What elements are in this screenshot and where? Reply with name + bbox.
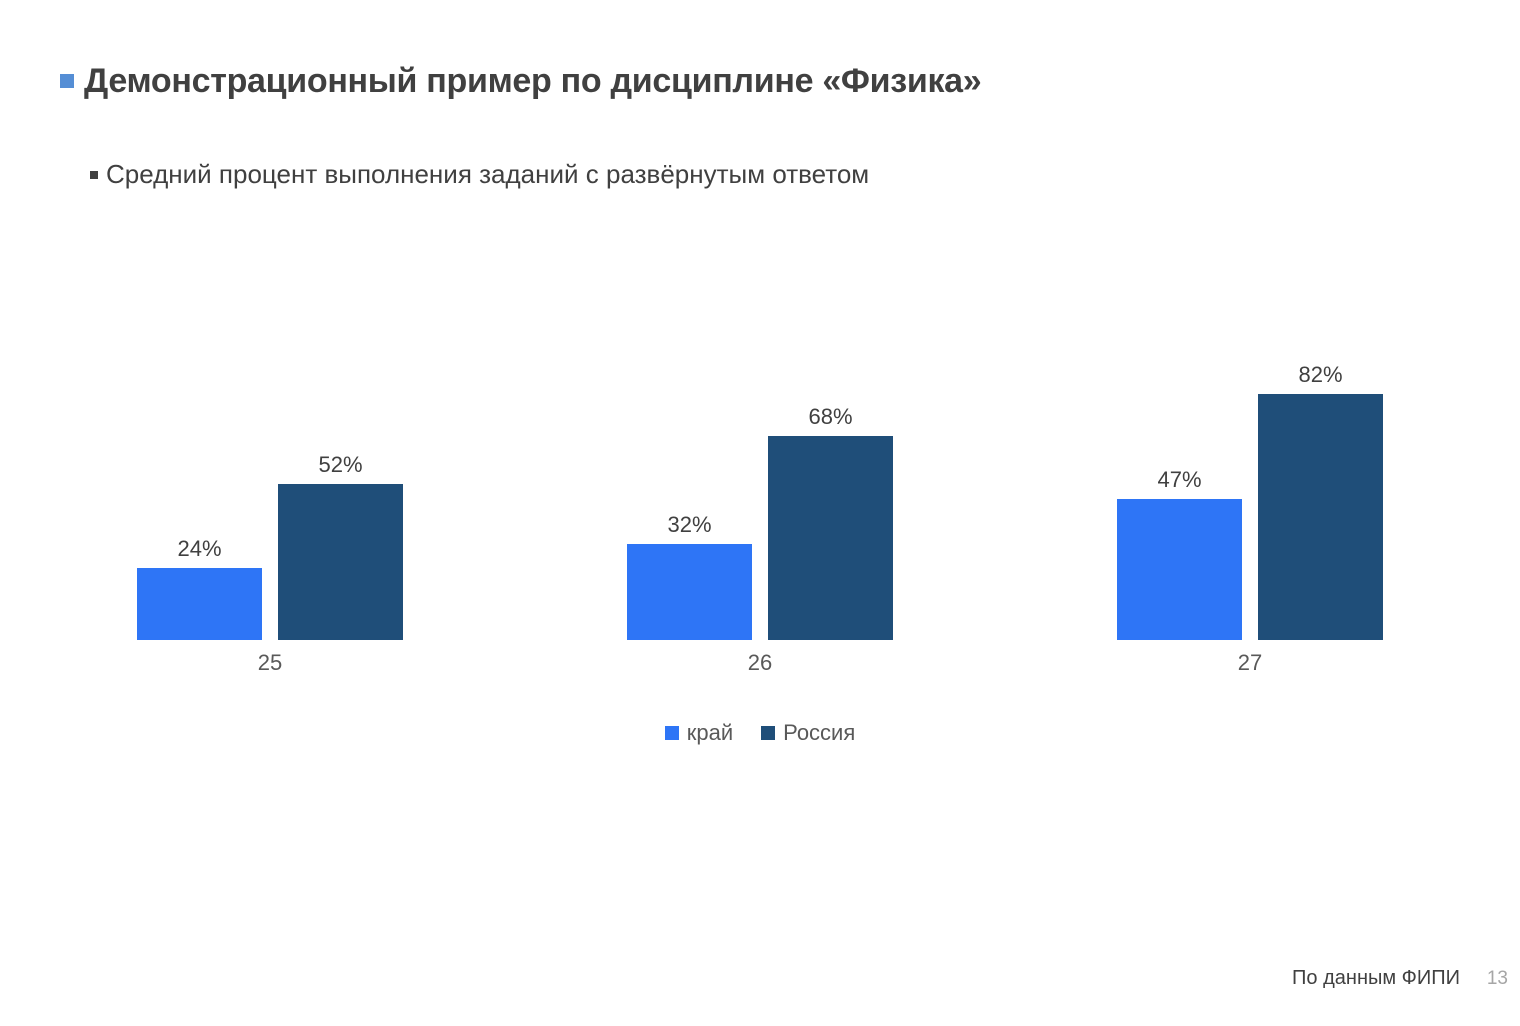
bar-item: 68% bbox=[768, 404, 893, 640]
bar-rect bbox=[278, 484, 403, 640]
legend-swatch-icon bbox=[761, 726, 775, 740]
subtitle-bullet-icon bbox=[90, 171, 98, 179]
bar-rect bbox=[768, 436, 893, 640]
bar-item: 82% bbox=[1258, 362, 1383, 640]
legend-swatch-icon bbox=[665, 726, 679, 740]
bar-rect bbox=[1258, 394, 1383, 640]
source-attribution: По данным ФИПИ bbox=[1292, 967, 1460, 990]
title-row: Демонстрационный пример по дисциплине «Ф… bbox=[60, 62, 1460, 101]
category-label: 27 bbox=[1238, 650, 1262, 676]
bar-value-label: 68% bbox=[808, 404, 852, 430]
title-bullet-icon bbox=[60, 74, 74, 88]
bar-item: 24% bbox=[137, 536, 262, 640]
bar-value-label: 24% bbox=[177, 536, 221, 562]
chart-legend: край Россия bbox=[0, 720, 1520, 746]
legend-item: край bbox=[665, 720, 733, 746]
category-label: 25 bbox=[258, 650, 282, 676]
bar-rect bbox=[627, 544, 752, 640]
bar-item: 47% bbox=[1117, 467, 1242, 640]
page-number: 13 bbox=[1487, 968, 1508, 990]
bar-rect bbox=[1117, 499, 1242, 640]
bar-group: 47% 82% 27 bbox=[1080, 320, 1420, 680]
bar-item: 52% bbox=[278, 452, 403, 640]
legend-label: край bbox=[687, 720, 733, 746]
bar-value-label: 52% bbox=[318, 452, 362, 478]
bar-rect bbox=[137, 568, 262, 640]
legend-label: Россия bbox=[783, 720, 855, 746]
bar-value-label: 82% bbox=[1298, 362, 1342, 388]
bar-value-label: 32% bbox=[667, 512, 711, 538]
subtitle-row: Средний процент выполнения заданий с раз… bbox=[90, 159, 1460, 190]
subtitle-text: Средний процент выполнения заданий с раз… bbox=[106, 159, 869, 190]
bar-group: 24% 52% 25 bbox=[100, 320, 440, 680]
bar-value-label: 47% bbox=[1157, 467, 1201, 493]
bar-chart: 24% 52% 25 32% 68% bbox=[100, 320, 1420, 680]
bar-item: 32% bbox=[627, 512, 752, 640]
category-label: 26 bbox=[748, 650, 772, 676]
legend-item: Россия bbox=[761, 720, 855, 746]
bar-group: 32% 68% 26 bbox=[590, 320, 930, 680]
page-title: Демонстрационный пример по дисциплине «Ф… bbox=[84, 62, 981, 101]
